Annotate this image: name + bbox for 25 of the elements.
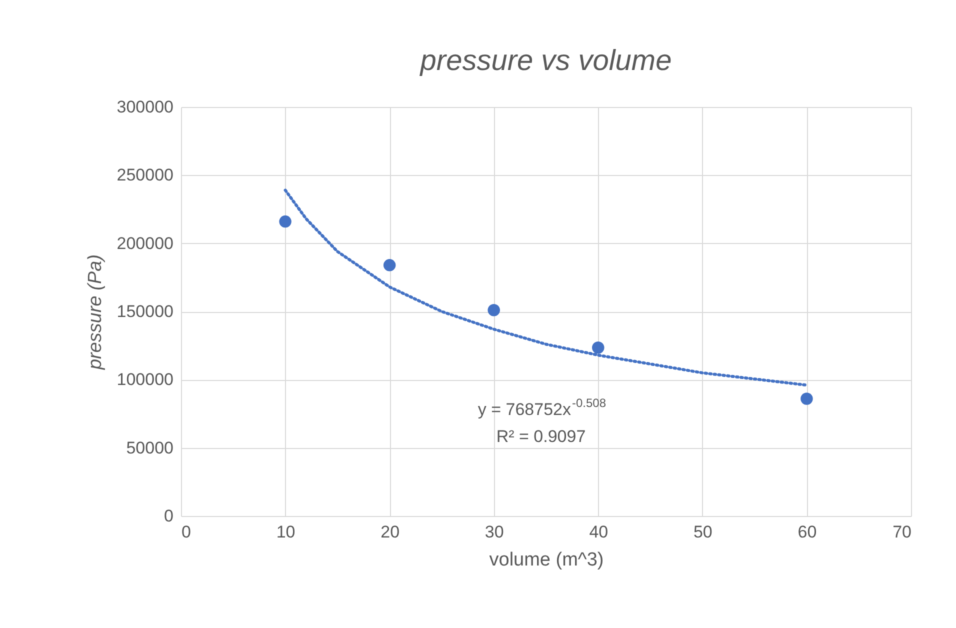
point	[383, 259, 396, 272]
point	[800, 392, 813, 405]
annotation: R² = 0.9097	[496, 427, 586, 446]
y-axis-title: pressure (Pa)	[84, 254, 106, 371]
x-tick-label: 10	[276, 522, 296, 542]
x-tick-label: 40	[589, 522, 608, 542]
x-tick-label: 30	[484, 522, 504, 542]
point	[279, 215, 292, 228]
line-series	[284, 188, 808, 387]
x-tick-label: 60	[798, 522, 817, 542]
y-tick-label: 50000	[126, 438, 174, 458]
x-tick-label: 0	[182, 522, 191, 542]
y-tick-label: 200000	[116, 234, 174, 253]
x-tick-label: 70	[892, 522, 912, 542]
y-tick-label: 150000	[116, 302, 174, 321]
y-tick-label: 0	[164, 506, 174, 526]
y-tick-label: 300000	[116, 98, 174, 116]
x-axis-title: volume (m^3)	[489, 550, 604, 570]
point	[488, 304, 500, 316]
x-tick-label: 20	[380, 522, 400, 542]
chart-title: pressure vs volume	[419, 45, 672, 77]
x-tick-label: 50	[693, 522, 712, 542]
y-tick-label: 250000	[116, 166, 174, 185]
point	[592, 342, 604, 354]
y-tick-label: 100000	[116, 370, 174, 390]
